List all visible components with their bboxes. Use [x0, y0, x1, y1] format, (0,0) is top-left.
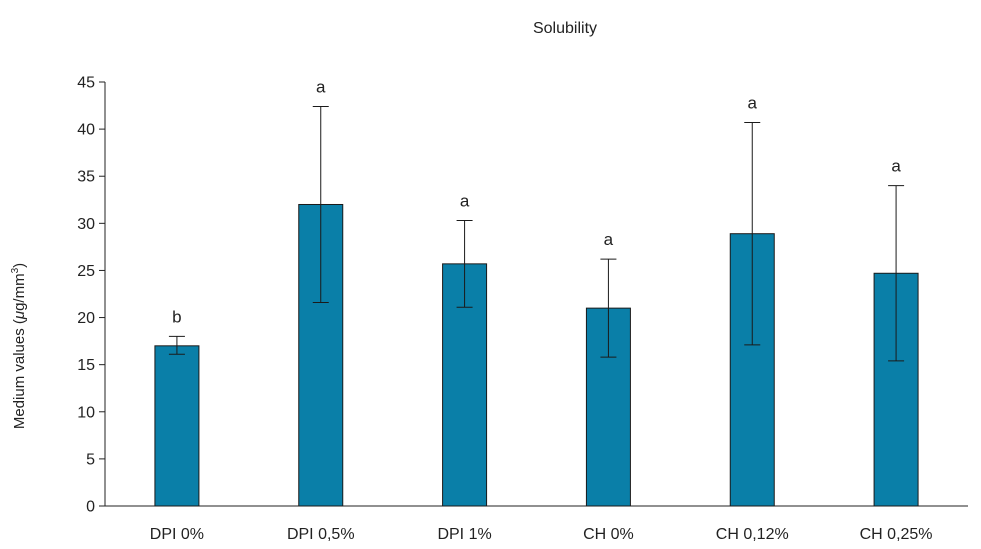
category-labels-group: DPI 0% DPI 0,5% DPI 1% CH 0% CH 0,12% CH 0,25… [150, 526, 933, 543]
bar [585, 307, 631, 507]
significance-label: a [748, 94, 758, 113]
y-axis-label: Medium values (μg/mm3) [10, 263, 28, 429]
category-label: CH 0% [583, 526, 634, 543]
category-label: DPI 0,5% [287, 526, 355, 543]
category-label: DPI 1% [437, 526, 491, 543]
bar [154, 345, 200, 507]
error-bars-group [168, 105, 905, 362]
y-axis-label-unit: g/mm [11, 273, 28, 311]
significance-label: a [604, 230, 614, 249]
svg-text:Medium values (μg/mm3): Medium values (μg/mm3) [10, 263, 28, 429]
y-axis: 0 5 10 15 20 25 30 35 40 45 [77, 75, 106, 516]
category-label: CH 0,25% [860, 526, 933, 543]
significance-label: a [316, 77, 326, 96]
y-tick-label: 25 [77, 263, 95, 280]
y-tick-label: 40 [77, 122, 95, 139]
significance-label: a [891, 157, 901, 176]
y-axis-label-suffix: ) [11, 263, 28, 268]
y-tick-label: 30 [77, 216, 95, 233]
y-axis-label-prefix: Medium values ( [11, 319, 28, 429]
significance-label: a [460, 192, 470, 211]
y-tick-label: 5 [86, 451, 95, 468]
category-label: DPI 0% [150, 526, 204, 543]
y-tick-label: 20 [77, 310, 95, 327]
y-tick-label: 0 [86, 499, 95, 516]
y-tick-label: 10 [77, 404, 95, 421]
significance-labels-group: b a a a a a [172, 77, 901, 326]
y-axis-label-mu: μ [11, 311, 28, 320]
bars-group [154, 203, 919, 507]
y-tick-label: 35 [77, 169, 95, 186]
y-axis-label-superscript: 3 [10, 267, 21, 273]
y-tick-label: 45 [77, 75, 95, 92]
chart-title: Solubility [533, 20, 597, 37]
significance-label: b [172, 307, 181, 326]
category-label: CH 0,12% [716, 526, 789, 543]
y-tick-label: 15 [77, 357, 95, 374]
